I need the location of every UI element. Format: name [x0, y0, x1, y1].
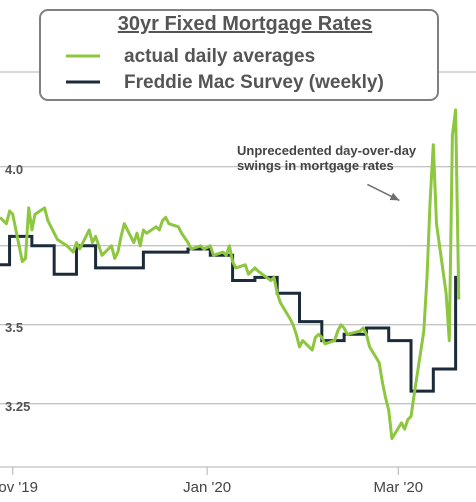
y-tick-label: 4.0 — [5, 162, 23, 177]
legend: 30yr Fixed Mortgage Rates actual daily a… — [39, 9, 439, 101]
annotation-line-1: Unprecedented day-over-day — [237, 143, 417, 158]
series-survey-line — [0, 234, 459, 393]
x-tick-label: Nov '19 — [0, 479, 38, 496]
annotation-arrow-head — [389, 192, 400, 201]
annotation-line-2: swings in mortgage rates — [237, 158, 394, 173]
gridlines — [0, 71, 476, 405]
y-tick-label: 3.5 — [5, 320, 23, 335]
annotation: Unprecedented day-over-day swings in mor… — [237, 143, 417, 202]
x-axis: Nov '19 Jan '20 Mar '20 — [0, 466, 476, 496]
legend-label-survey: Freddie Mac Survey (weekly) — [124, 72, 384, 93]
x-tick-label: Jan '20 — [183, 479, 231, 496]
legend-label-actual: actual daily averages — [124, 46, 315, 67]
series-lines — [0, 108, 461, 441]
y-tick-label: 3.25 — [5, 399, 30, 414]
x-tick-label: Mar '20 — [373, 479, 423, 496]
legend-title: 30yr Fixed Mortgage Rates — [118, 13, 373, 35]
series-actual-line — [0, 108, 461, 441]
legend-box — [39, 9, 439, 101]
y-tick-labels: 4.0 3.5 3.25 — [5, 162, 30, 414]
